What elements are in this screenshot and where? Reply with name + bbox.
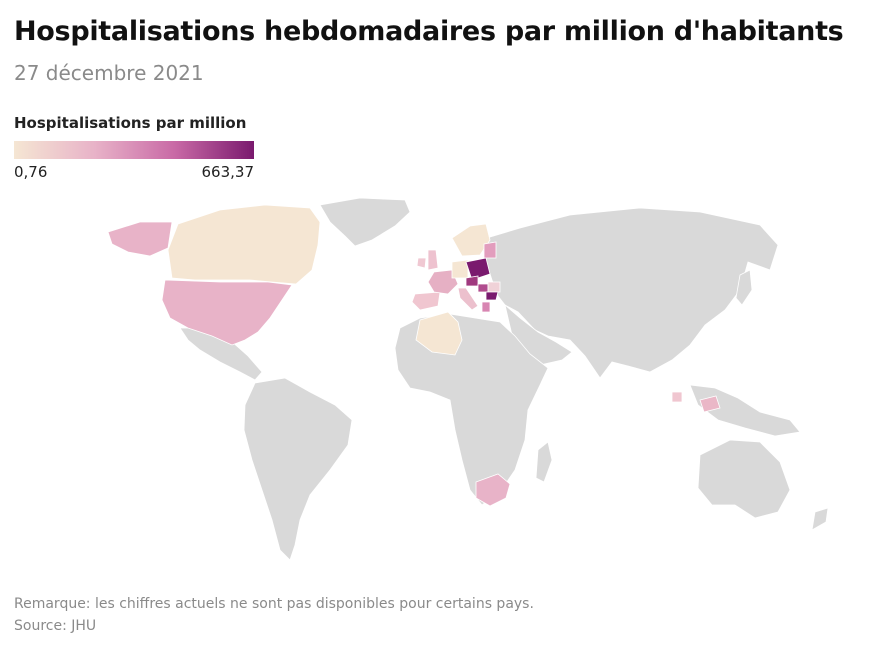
malaysia	[699, 395, 721, 413]
madagascar	[535, 441, 553, 483]
source-note: Source: JHU	[14, 618, 97, 634]
legend-title: Hospitalisations par million	[14, 114, 247, 132]
italy	[457, 287, 479, 311]
thailand	[671, 391, 683, 403]
legend-min-label: 0,76	[14, 163, 48, 181]
united-kingdom	[427, 249, 439, 271]
australia	[697, 439, 791, 519]
footnote: Remarque: les chiffres actuels ne sont p…	[14, 596, 534, 612]
canada	[167, 204, 321, 285]
romania	[487, 281, 501, 293]
world-map	[107, 197, 829, 561]
legend-max-label: 663,37	[201, 163, 255, 181]
legend-color-bar	[14, 141, 254, 159]
poland	[465, 257, 491, 281]
spain	[411, 291, 441, 311]
united-states	[161, 279, 293, 346]
south-africa	[475, 473, 511, 507]
baltics	[483, 241, 497, 259]
japan	[735, 269, 753, 306]
chart-title: Hospitalisations hebdomadaires par milli…	[14, 16, 844, 47]
hungary	[477, 283, 489, 293]
ireland	[416, 257, 427, 269]
chart-date: 27 décembre 2021	[14, 61, 204, 85]
eurasia	[479, 207, 779, 379]
algeria	[415, 311, 463, 356]
germany	[451, 259, 469, 279]
alaska	[107, 221, 173, 257]
czechia	[465, 275, 479, 287]
southeast-asia-islands	[689, 384, 801, 437]
africa-base	[394, 313, 549, 506]
south-america	[243, 377, 353, 561]
greece	[481, 301, 491, 313]
bulgaria	[485, 291, 499, 301]
greenland	[319, 197, 411, 247]
new-zealand	[811, 507, 829, 531]
scandinavia	[451, 223, 491, 257]
